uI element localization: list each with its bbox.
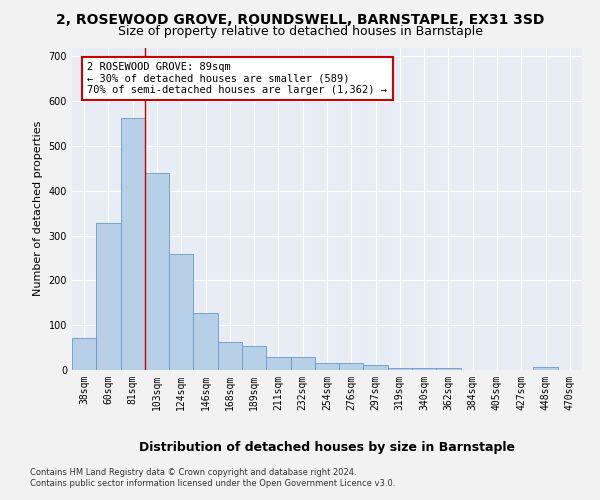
Bar	[315, 364, 339, 370]
Text: Contains HM Land Registry data © Crown copyright and database right 2024.
Contai: Contains HM Land Registry data © Crown c…	[30, 468, 395, 487]
Bar	[364, 364, 388, 370]
Bar	[96, 223, 121, 370]
Bar	[388, 368, 412, 370]
Bar	[436, 368, 461, 370]
Bar	[266, 358, 290, 370]
Bar	[169, 254, 193, 370]
Bar	[412, 368, 436, 370]
Bar	[121, 118, 145, 370]
Text: Distribution of detached houses by size in Barnstaple: Distribution of detached houses by size …	[139, 441, 515, 454]
Y-axis label: Number of detached properties: Number of detached properties	[33, 121, 43, 296]
Bar	[290, 358, 315, 370]
Text: Size of property relative to detached houses in Barnstaple: Size of property relative to detached ho…	[118, 25, 482, 38]
Bar	[218, 342, 242, 370]
Text: 2, ROSEWOOD GROVE, ROUNDSWELL, BARNSTAPLE, EX31 3SD: 2, ROSEWOOD GROVE, ROUNDSWELL, BARNSTAPL…	[56, 12, 544, 26]
Bar	[145, 173, 169, 370]
Bar	[72, 338, 96, 370]
Text: 2 ROSEWOOD GROVE: 89sqm
← 30% of detached houses are smaller (589)
70% of semi-d: 2 ROSEWOOD GROVE: 89sqm ← 30% of detache…	[88, 62, 388, 95]
Bar	[533, 368, 558, 370]
Bar	[193, 312, 218, 370]
Bar	[339, 364, 364, 370]
Bar	[242, 346, 266, 370]
